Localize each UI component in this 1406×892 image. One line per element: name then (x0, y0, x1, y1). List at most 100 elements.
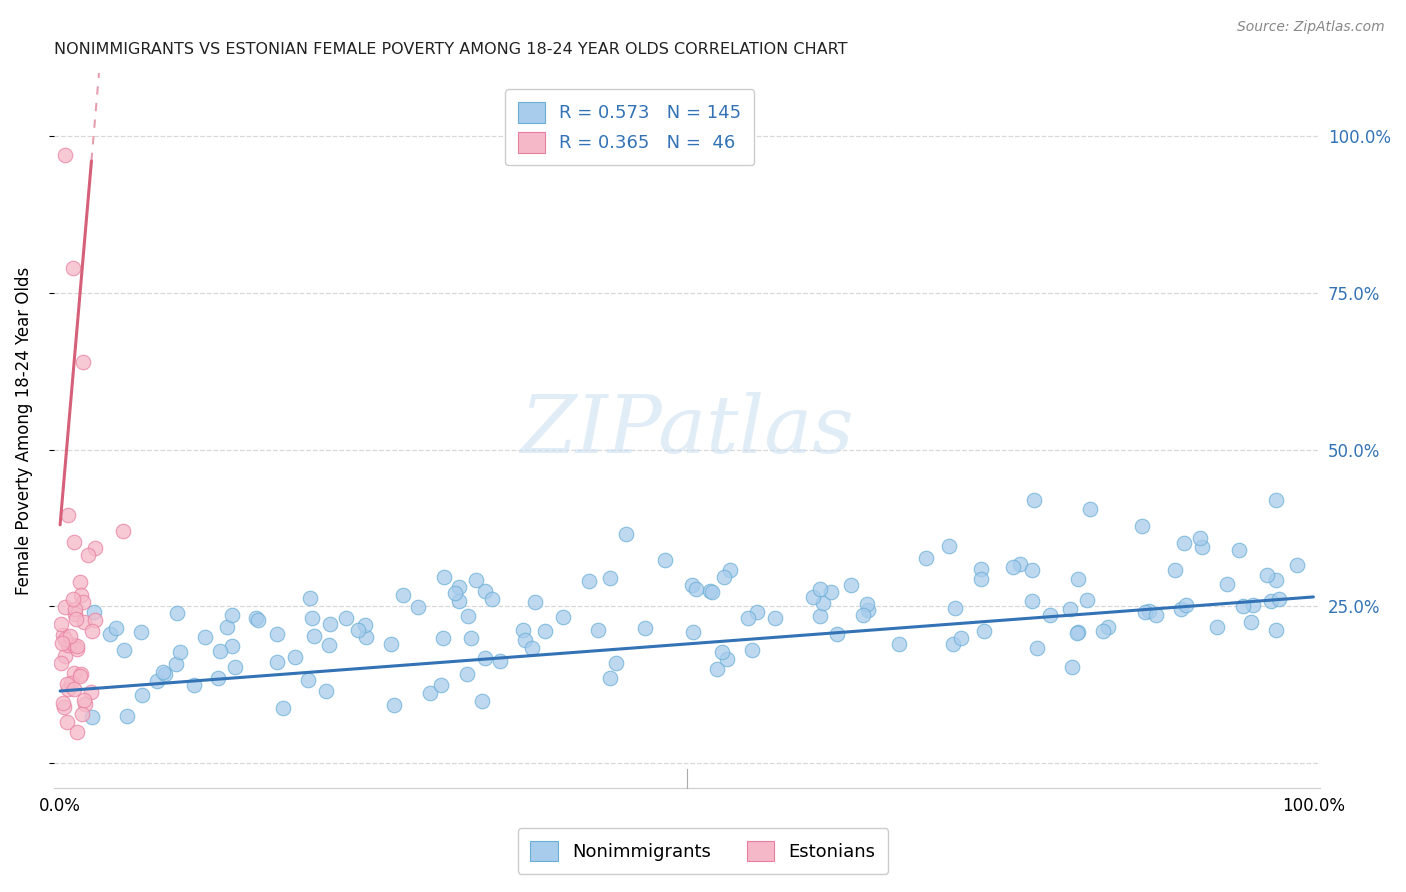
Point (217, 620, 239, 634)
Point (56, 677, 79, 691)
Point (63, 602, 86, 616)
Point (84, 613, 107, 627)
Point (520, 640, 543, 655)
Point (1267, 591, 1289, 606)
Point (449, 593, 471, 607)
Point (599, 571, 621, 585)
Point (430, 677, 453, 691)
Point (59, 676, 82, 690)
Point (681, 578, 703, 592)
Point (63, 666, 86, 681)
Point (432, 631, 454, 645)
Point (970, 572, 993, 586)
Point (69, 574, 91, 589)
Point (741, 643, 763, 657)
Point (100, 627, 122, 641)
Point (266, 655, 288, 669)
Point (1241, 598, 1264, 612)
Point (62, 260, 84, 275)
Point (245, 611, 267, 625)
Point (419, 686, 441, 700)
Point (1264, 492, 1286, 507)
Point (1062, 660, 1084, 674)
Point (1021, 563, 1043, 577)
Point (63, 534, 86, 549)
Point (319, 616, 342, 631)
Point (1021, 594, 1043, 608)
Point (713, 570, 735, 584)
Point (62, 592, 84, 607)
Point (1076, 593, 1098, 607)
Point (70, 666, 93, 681)
Point (716, 651, 738, 665)
Point (471, 694, 494, 708)
Point (1067, 624, 1090, 639)
Point (49, 617, 72, 632)
Point (53, 699, 76, 714)
Point (152, 665, 174, 679)
Point (84, 541, 107, 556)
Point (1135, 605, 1157, 619)
Point (1170, 601, 1192, 615)
Point (69, 669, 91, 683)
Point (347, 623, 370, 637)
Point (1002, 559, 1025, 574)
Point (852, 608, 875, 623)
Point (1265, 573, 1288, 587)
Point (654, 553, 676, 567)
Point (112, 643, 135, 657)
Point (457, 609, 479, 624)
Point (534, 624, 557, 638)
Point (53, 632, 76, 647)
Point (194, 630, 217, 644)
Point (839, 578, 862, 592)
Point (221, 608, 243, 623)
Point (284, 649, 307, 664)
Point (72, 692, 94, 706)
Point (634, 620, 657, 634)
Point (56, 508, 79, 522)
Point (914, 551, 936, 566)
Point (614, 526, 637, 541)
Point (825, 627, 848, 641)
Point (858, 603, 880, 617)
Point (1265, 623, 1288, 637)
Point (56, 714, 79, 729)
Point (1078, 502, 1101, 516)
Point (209, 643, 232, 657)
Text: Source: ZipAtlas.com: Source: ZipAtlas.com (1237, 20, 1385, 34)
Point (354, 618, 377, 632)
Point (763, 610, 786, 624)
Point (464, 573, 486, 587)
Point (70, 706, 93, 721)
Point (1164, 563, 1187, 577)
Point (1137, 604, 1160, 618)
Point (1059, 602, 1081, 616)
Point (318, 638, 340, 652)
Point (66, 640, 89, 654)
Point (711, 645, 734, 659)
Point (685, 582, 707, 596)
Point (1173, 536, 1195, 550)
Point (53, 147, 76, 161)
Point (266, 627, 288, 641)
Point (1216, 576, 1239, 591)
Point (65, 612, 87, 626)
Point (1130, 519, 1153, 533)
Point (80, 685, 103, 699)
Y-axis label: Female Poverty Among 18-24 Year Olds: Female Poverty Among 18-24 Year Olds (15, 267, 32, 595)
Point (53, 648, 76, 663)
Point (801, 590, 824, 604)
Point (49, 656, 72, 670)
Point (183, 678, 205, 692)
Point (62, 681, 84, 696)
Point (65, 607, 87, 622)
Point (1260, 593, 1282, 607)
Point (299, 591, 322, 605)
Point (1022, 492, 1045, 507)
Point (380, 637, 402, 651)
Point (1144, 607, 1167, 622)
Point (247, 613, 270, 627)
Point (1067, 572, 1090, 586)
Point (474, 583, 496, 598)
